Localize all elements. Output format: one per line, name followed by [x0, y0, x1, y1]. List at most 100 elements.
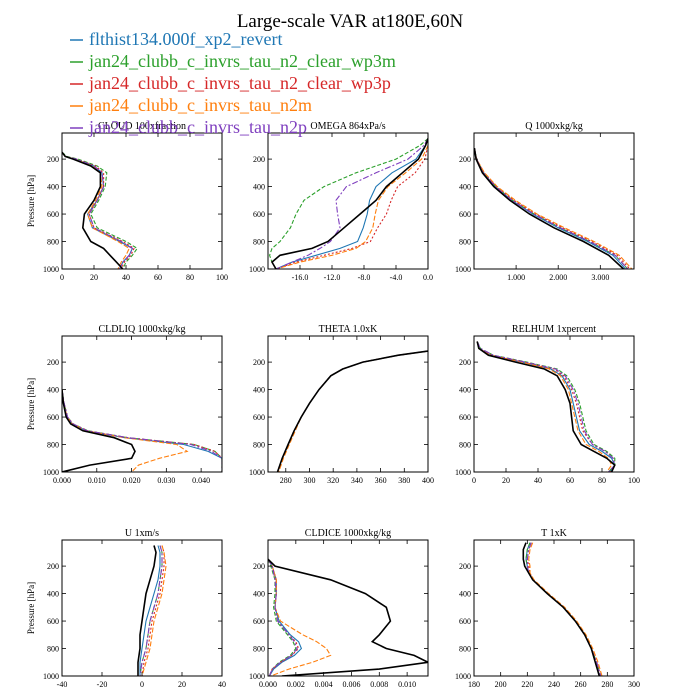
panel-title: U 1xm/s [125, 528, 159, 539]
x-tick-label: 360 [375, 476, 387, 485]
y-tick-label: 600 [47, 210, 59, 219]
plot-frame [61, 335, 223, 473]
legend: flthist134.000f_xp2_revertjan24_clubb_c_… [70, 29, 396, 137]
x-tick-label: 400 [422, 476, 434, 485]
x-tick-label: -4.0 [390, 273, 403, 282]
plot-frame [61, 539, 223, 677]
plot-frame [267, 335, 429, 473]
series-line-1 [474, 147, 627, 269]
y-tick-label: 400 [47, 590, 59, 599]
series-line-4 [275, 138, 428, 269]
y-tick-label: 800 [253, 238, 265, 247]
series-line-1 [276, 350, 428, 472]
series-line-5 [139, 545, 163, 676]
series-line-3 [268, 558, 300, 676]
panel-title: CLDLIQ 1000xkg/kg [99, 324, 186, 335]
series-line-1 [525, 542, 600, 676]
series-line-3 [141, 545, 165, 676]
y-tick-label: 800 [253, 441, 265, 450]
x-tick-label: 0.010 [398, 680, 416, 689]
plot-frame [473, 335, 635, 473]
series-line-1 [139, 545, 161, 676]
panel-title: CLDICE 1000xkg/kg [305, 528, 391, 539]
panel-title: CLOUD 100xfraction [98, 121, 186, 132]
y-tick-label: 600 [459, 413, 471, 422]
series-line-2 [268, 558, 297, 676]
series-line-4 [528, 542, 603, 676]
panel-2: OMEGA 864xPa/s 200 400 600 800 1000 -16.0 -12.0… [249, 121, 433, 282]
series-line-3 [476, 341, 616, 472]
x-tick-label: 20 [502, 476, 510, 485]
x-tick-label: 200 [495, 680, 507, 689]
x-tick-label: -12.0 [324, 273, 341, 282]
series-line-5 [474, 147, 629, 269]
x-tick-label: 60 [566, 476, 574, 485]
series-line-6 [137, 545, 157, 676]
legend-label: jan24_clubb_c_invrs_tau_n2m [88, 95, 312, 115]
x-tick-label: 220 [521, 680, 533, 689]
series-group [269, 138, 428, 269]
y-tick-label: 200 [253, 562, 265, 571]
series-group [62, 389, 222, 472]
x-tick-label: 60 [154, 273, 162, 282]
series-line-5 [268, 558, 298, 676]
x-tick-label: 0 [472, 476, 476, 485]
series-line-5 [275, 138, 428, 269]
y-axis-label: Pressure [hPa] [26, 582, 36, 634]
series-line-2 [525, 542, 602, 676]
legend-label: jan24_clubb_c_invrs_tau_n2p [88, 117, 307, 137]
x-tick-label: 40 [122, 273, 130, 282]
series-group [276, 350, 428, 472]
series-line-3 [474, 147, 631, 269]
y-tick-label: 200 [47, 358, 59, 367]
y-tick-label: 400 [47, 386, 59, 395]
panel-3: Q 1000xkg/kg 200 400 600 800 1000 1.000 2.000 3.… [455, 121, 635, 282]
x-tick-label: 0.0 [423, 273, 433, 282]
x-tick-label: 3.000 [591, 273, 609, 282]
x-tick-label: 2.000 [549, 273, 567, 282]
x-tick-label: 0.040 [192, 476, 210, 485]
x-tick-label: 0 [60, 273, 64, 282]
x-tick-label: 80 [598, 476, 606, 485]
figure-title: Large-scale VAR at180E,60N [237, 11, 464, 32]
series-line-6 [522, 542, 601, 676]
y-tick-label: 800 [47, 441, 59, 450]
series-line-2 [62, 151, 138, 269]
x-tick-label: 0.004 [315, 680, 333, 689]
x-tick-label: -40 [57, 680, 68, 689]
y-tick-label: 400 [459, 386, 471, 395]
x-tick-label: 100 [216, 273, 228, 282]
series-line-5 [526, 542, 602, 676]
series-group [522, 542, 603, 676]
y-tick-label: 200 [47, 562, 59, 571]
series-line-1 [275, 138, 428, 269]
x-tick-label: 340 [351, 476, 363, 485]
y-tick-label: 400 [459, 183, 471, 192]
series-line-2 [276, 350, 428, 472]
y-tick-label: 600 [253, 210, 265, 219]
y-tick-label: 200 [47, 155, 59, 164]
series-line-6 [270, 138, 428, 269]
y-tick-label: 600 [47, 413, 59, 422]
series-line-6 [474, 147, 625, 269]
series-line-2 [476, 341, 616, 472]
x-tick-label: 100 [628, 476, 640, 485]
series-line-4 [476, 341, 613, 472]
y-tick-label: 400 [253, 386, 265, 395]
y-tick-label: 1000 [455, 468, 471, 477]
panel-title: THETA 1.0xK [319, 324, 378, 335]
x-tick-label: 260 [575, 680, 587, 689]
plot-frame [473, 539, 635, 677]
y-tick-label: 1000 [455, 672, 471, 681]
x-tick-label: 300 [628, 680, 640, 689]
y-tick-label: 1000 [43, 265, 59, 274]
series-group [476, 341, 616, 472]
y-tick-label: 600 [47, 617, 59, 626]
x-tick-label: 0 [140, 680, 144, 689]
x-tick-label: 0.000 [259, 680, 277, 689]
x-tick-label: 40 [218, 680, 226, 689]
x-tick-label: 20 [90, 273, 98, 282]
y-tick-label: 1000 [249, 468, 265, 477]
